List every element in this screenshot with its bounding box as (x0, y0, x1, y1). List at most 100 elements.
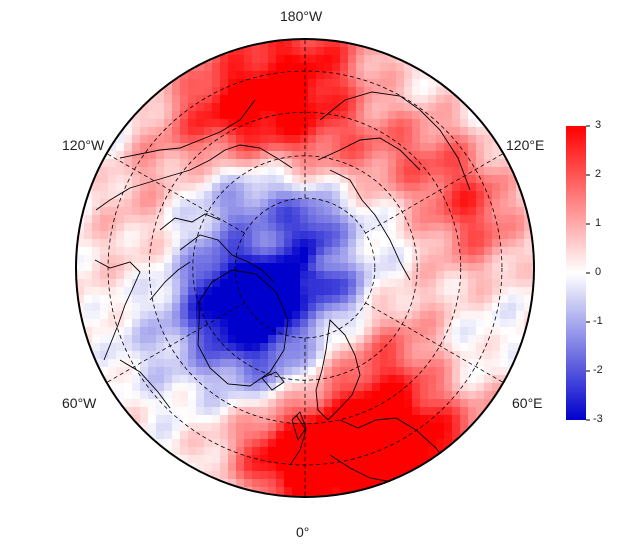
field-cell (300, 79, 308, 87)
field-cell (188, 207, 196, 215)
field-cell (420, 407, 428, 415)
field-cell (252, 135, 260, 143)
field-cell (348, 375, 356, 383)
field-cell (252, 343, 260, 351)
field-cell (412, 319, 420, 327)
field-cell (148, 247, 156, 255)
field-cell (116, 255, 124, 263)
field-cell (324, 111, 332, 119)
field-cell (132, 295, 140, 303)
field-cell (140, 239, 148, 247)
field-cell (332, 359, 340, 367)
field-cell (380, 359, 388, 367)
field-cell (172, 87, 180, 95)
field-cell (308, 119, 316, 127)
field-cell (324, 479, 332, 487)
field-cell (108, 127, 116, 135)
field-cell (196, 335, 204, 343)
field-cell (340, 119, 348, 127)
field-cell (260, 55, 268, 63)
field-cell (284, 447, 292, 455)
field-cell (204, 351, 212, 359)
field-cell (412, 367, 420, 375)
field-cell (124, 271, 132, 279)
field-cell (452, 175, 460, 183)
field-cell (524, 191, 532, 199)
field-cell (428, 183, 436, 191)
field-cell (476, 295, 484, 303)
field-cell (84, 247, 92, 255)
field-cell (404, 63, 412, 71)
field-cell (180, 63, 188, 71)
field-cell (388, 415, 396, 423)
field-cell (268, 103, 276, 111)
field-cell (164, 367, 172, 375)
field-cell (156, 375, 164, 383)
field-cell (132, 215, 140, 223)
field-cell (268, 143, 276, 151)
field-cell (268, 423, 276, 431)
field-cell (316, 399, 324, 407)
field-cell (356, 343, 364, 351)
field-cell (308, 231, 316, 239)
field-cell (380, 447, 388, 455)
field-cell (260, 127, 268, 135)
field-cell (260, 375, 268, 383)
field-cell (140, 391, 148, 399)
field-cell (436, 319, 444, 327)
field-cell (148, 391, 156, 399)
field-cell (204, 263, 212, 271)
field-cell (300, 463, 308, 471)
field-cell (292, 231, 300, 239)
field-cell (388, 247, 396, 255)
field-cell (236, 175, 244, 183)
field-cell (484, 183, 492, 191)
field-cell (404, 231, 412, 239)
field-cell (308, 455, 316, 463)
field-cell (244, 431, 252, 439)
field-cell (212, 319, 220, 327)
field-cell (292, 135, 300, 143)
field-cell (124, 279, 132, 287)
field-cell (196, 87, 204, 95)
field-cell (348, 335, 356, 343)
field-cell (340, 463, 348, 471)
field-cell (260, 487, 268, 495)
field-cell (252, 359, 260, 367)
field-cell (372, 247, 380, 255)
field-cell (292, 39, 300, 47)
field-cell (228, 71, 236, 79)
field-cell (252, 303, 260, 311)
field-cell (132, 287, 140, 295)
field-cell (148, 119, 156, 127)
field-cell (292, 223, 300, 231)
field-cell (308, 223, 316, 231)
field-cell (420, 119, 428, 127)
field-cell (428, 335, 436, 343)
field-cell (308, 303, 316, 311)
field-cell (164, 103, 172, 111)
field-cell (444, 207, 452, 215)
field-cell (188, 95, 196, 103)
field-cell (300, 439, 308, 447)
field-cell (236, 423, 244, 431)
field-cell (220, 279, 228, 287)
field-cell (260, 287, 268, 295)
field-cell (460, 151, 468, 159)
field-cell (300, 279, 308, 287)
colorbar (566, 126, 586, 420)
field-cell (484, 295, 492, 303)
field-cell (244, 207, 252, 215)
field-cell (172, 183, 180, 191)
field-cell (204, 455, 212, 463)
field-cell (420, 143, 428, 151)
field-cell (348, 95, 356, 103)
field-cell (284, 471, 292, 479)
field-cell (468, 207, 476, 215)
field-cell (412, 359, 420, 367)
field-cell (244, 143, 252, 151)
field-cell (380, 391, 388, 399)
field-cell (412, 271, 420, 279)
field-cell (276, 111, 284, 119)
field-cell (428, 199, 436, 207)
